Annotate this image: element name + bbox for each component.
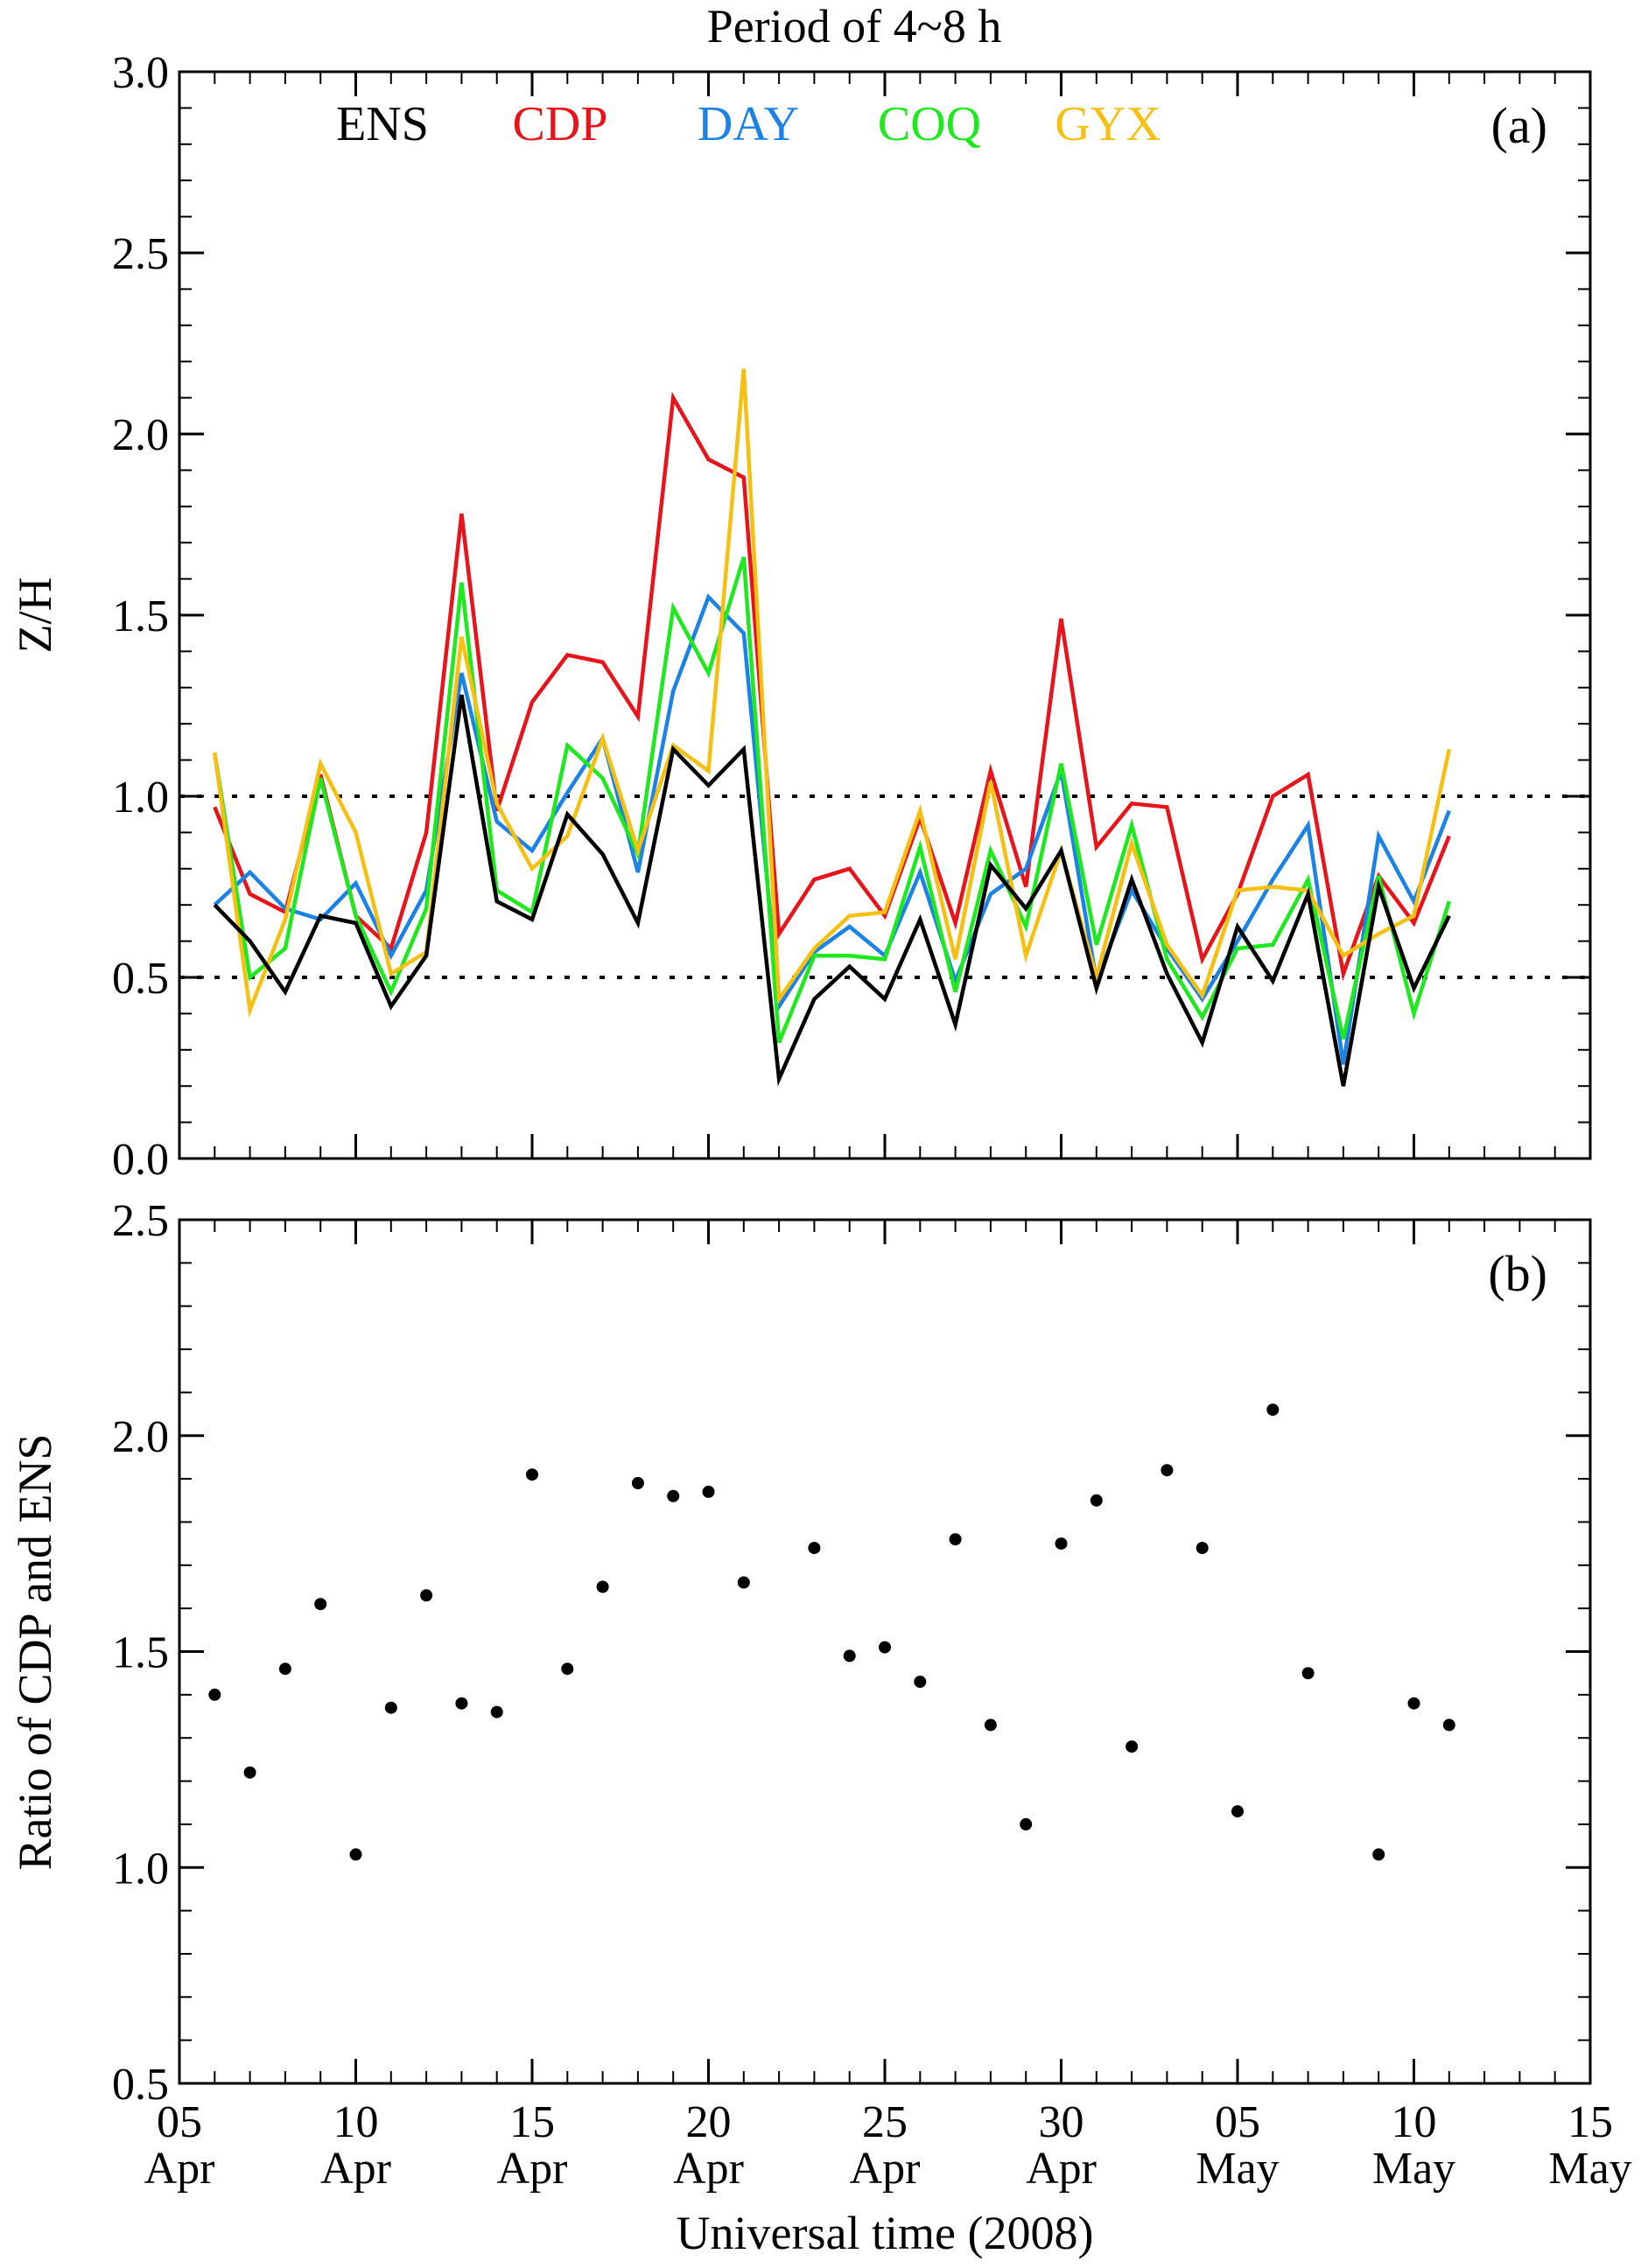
x-tick-day: 05 bbox=[1215, 2097, 1260, 2147]
panel-b-ytick-label: 1.0 bbox=[112, 1844, 169, 1894]
series-line-gyx bbox=[213, 368, 1452, 1018]
data-point bbox=[1055, 1537, 1068, 1550]
panel-a-ytick-label: 3.0 bbox=[112, 48, 169, 98]
data-point bbox=[1161, 1464, 1174, 1477]
data-point bbox=[1442, 1718, 1455, 1732]
panel-a-ytick-label: 1.5 bbox=[112, 592, 169, 641]
panel-a-ytick-label: 1.0 bbox=[112, 773, 169, 822]
x-tick-day: 15 bbox=[509, 2097, 555, 2147]
x-axis-labels: 05Apr10Apr15Apr20Apr25Apr30Apr05May10May… bbox=[144, 2097, 1632, 2194]
data-point bbox=[455, 1697, 468, 1710]
panel-b-ylabel: Ratio of CDP and ENS bbox=[9, 1434, 61, 1871]
panel-a-ytick-label: 2.5 bbox=[112, 229, 169, 279]
x-tick-month: Apr bbox=[320, 2144, 391, 2194]
data-point bbox=[208, 1688, 221, 1701]
data-point bbox=[596, 1580, 609, 1593]
data-point bbox=[949, 1533, 962, 1546]
data-point bbox=[526, 1468, 538, 1481]
panel-b-ytick-label: 2.5 bbox=[112, 1196, 169, 1246]
data-point bbox=[843, 1649, 856, 1662]
data-point bbox=[702, 1485, 715, 1498]
data-point bbox=[1126, 1740, 1139, 1754]
x-tick-month: May bbox=[1372, 2144, 1455, 2194]
x-tick-day: 25 bbox=[862, 2097, 908, 2147]
data-point bbox=[808, 1542, 821, 1555]
legend-coq: COQ bbox=[878, 97, 981, 151]
x-tick-day: 10 bbox=[1392, 2097, 1437, 2147]
data-point bbox=[1372, 1848, 1385, 1861]
panel-b-ytick-label: 2.0 bbox=[112, 1412, 169, 1462]
data-point bbox=[384, 1701, 397, 1714]
x-tick-day: 10 bbox=[333, 2097, 379, 2147]
panel-a-ytick-label: 0.5 bbox=[112, 954, 169, 1004]
data-point bbox=[879, 1641, 891, 1654]
panel-a-ytick-label: 2.0 bbox=[112, 410, 169, 460]
data-point bbox=[490, 1705, 503, 1718]
x-tick-month: May bbox=[1196, 2144, 1279, 2194]
x-tick-day: 15 bbox=[1567, 2097, 1613, 2147]
data-point bbox=[1231, 1805, 1244, 1818]
data-point bbox=[984, 1718, 997, 1732]
legend-cdp: CDP bbox=[513, 97, 608, 151]
panel-b: 0.5 1.0 1.5 2.0 2.5 (b) Ratio of CDP and ENS bbox=[9, 1196, 1592, 2110]
data-point bbox=[278, 1662, 291, 1676]
x-tick-month: Apr bbox=[1026, 2144, 1097, 2194]
panel-a-ytick-label: 0.0 bbox=[112, 1135, 169, 1185]
series-line-day bbox=[213, 593, 1451, 1065]
series-line-coq bbox=[213, 556, 1451, 1044]
x-tick-month: Apr bbox=[144, 2144, 215, 2194]
data-point bbox=[1266, 1404, 1280, 1417]
series-line-cdp bbox=[213, 391, 1451, 982]
x-axis-label: Universal time (2008) bbox=[677, 2207, 1094, 2259]
data-point bbox=[914, 1676, 927, 1688]
data-point bbox=[1407, 1697, 1420, 1710]
data-point bbox=[314, 1598, 327, 1611]
data-point bbox=[667, 1489, 680, 1502]
panel-b-ytick-label: 1.5 bbox=[112, 1628, 169, 1678]
x-tick-month: Apr bbox=[497, 2144, 568, 2194]
data-point bbox=[737, 1576, 750, 1589]
series-line-ens bbox=[213, 694, 1451, 1087]
panel-a-ylabel: Z/H bbox=[9, 578, 61, 654]
panel-b-ytick-label: 0.5 bbox=[112, 2060, 169, 2110]
data-point bbox=[420, 1589, 433, 1602]
data-point bbox=[1020, 1817, 1033, 1830]
panel-a: 0.0 0.5 1.0 1.5 2.0 2.5 3.0 ENS CDP DAY COQ GYX (a… bbox=[9, 48, 1592, 1185]
x-tick-month: Apr bbox=[673, 2144, 744, 2194]
data-point bbox=[243, 1766, 256, 1779]
data-point bbox=[631, 1477, 644, 1489]
data-point bbox=[1301, 1667, 1315, 1680]
x-tick-month: May bbox=[1548, 2144, 1631, 2194]
legend-gyx: GYX bbox=[1055, 97, 1161, 151]
panel-a-label: (a) bbox=[1491, 97, 1547, 154]
data-point bbox=[1090, 1494, 1103, 1507]
x-tick-month: Apr bbox=[850, 2144, 921, 2194]
panel-b-label: (b) bbox=[1488, 1245, 1547, 1302]
x-tick-day: 30 bbox=[1039, 2097, 1084, 2147]
chart-title: Period of 4~8 h bbox=[707, 0, 1002, 52]
legend-day: DAY bbox=[698, 97, 799, 151]
x-tick-day: 05 bbox=[157, 2097, 202, 2147]
data-point bbox=[349, 1848, 362, 1861]
legend-ens: ENS bbox=[336, 97, 429, 151]
data-point bbox=[1196, 1542, 1209, 1555]
x-tick-day: 20 bbox=[686, 2097, 732, 2147]
data-point bbox=[561, 1662, 574, 1676]
